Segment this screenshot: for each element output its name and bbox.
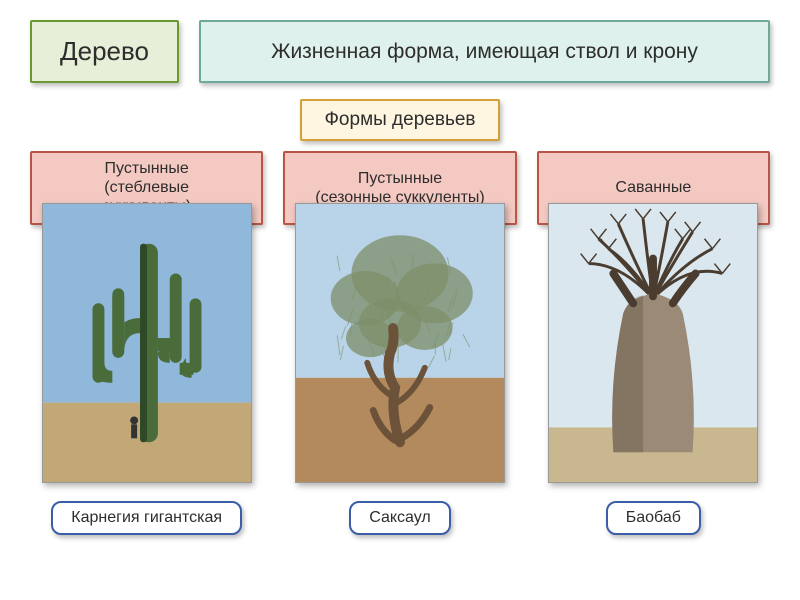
description-box: Жизненная форма, имеющая ствол и крону: [199, 20, 770, 83]
caption-2: Баобаб: [606, 501, 701, 535]
plant-image-saguaro: [42, 203, 252, 483]
subtitle-box: Формы деревьев: [300, 99, 499, 141]
plant-image-baobab: [548, 203, 758, 483]
main-title-box: Дерево: [30, 20, 179, 83]
caption-1: Саксаул: [349, 501, 451, 535]
caption-0: Карнегия гигантская: [51, 501, 242, 535]
plant-image-saxaul: [295, 203, 505, 483]
